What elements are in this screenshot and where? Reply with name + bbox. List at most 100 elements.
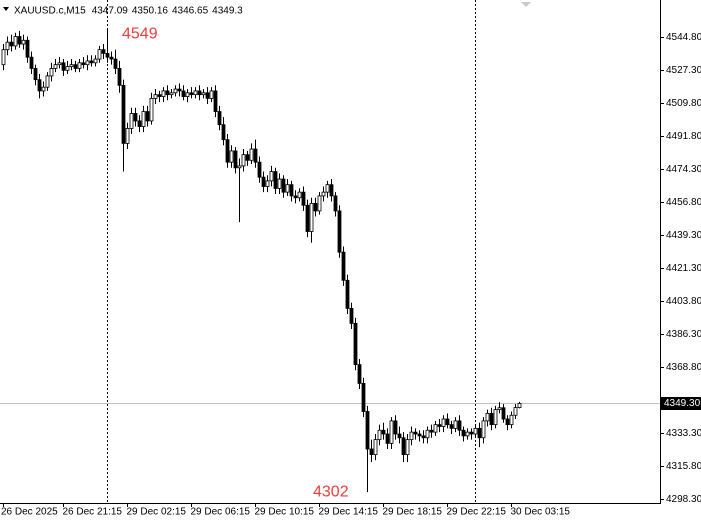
candle-body <box>261 176 266 187</box>
candle-body <box>249 148 254 161</box>
candle-body <box>141 111 146 127</box>
candle-body <box>37 79 42 92</box>
candle-body <box>285 184 290 193</box>
candle-body <box>145 111 150 122</box>
candle-body <box>457 420 462 431</box>
candle-body <box>109 56 114 60</box>
y-tick-label: 4544.80 <box>666 32 701 43</box>
candle-body <box>353 322 358 366</box>
header: XAUUSD.c,M15 4347.09 4350.16 4346.65 4349.3 <box>14 6 243 17</box>
y-tick-label: 4333.30 <box>666 428 701 439</box>
candle-body <box>437 424 442 427</box>
candle-body <box>177 88 182 92</box>
candle-body <box>341 251 346 281</box>
candle-body <box>265 180 270 187</box>
candle-body <box>369 448 374 456</box>
candle-body <box>81 62 86 66</box>
candle-body <box>57 62 62 66</box>
y-tick-label: 4403.80 <box>666 296 701 307</box>
candle-body <box>41 86 46 92</box>
candle-body <box>297 191 302 199</box>
candle-body <box>485 412 490 422</box>
candle-body <box>441 418 446 427</box>
candle-body <box>253 148 258 163</box>
y-tick-label: 4421.30 <box>666 263 701 274</box>
candle-body <box>45 75 50 88</box>
menu-arrow[interactable] <box>3 7 9 11</box>
candle-body <box>509 414 514 426</box>
candle-body <box>161 90 166 97</box>
candle-body <box>273 171 278 189</box>
candle-body <box>53 64 58 69</box>
candle-body <box>401 437 406 456</box>
candle-body <box>105 53 110 58</box>
candle-body <box>497 407 502 411</box>
candle-body <box>289 184 294 197</box>
x-tick-label: 29 Dec 18:15 <box>383 507 443 518</box>
candle-body <box>489 412 494 426</box>
candle-body <box>125 128 130 144</box>
candle-body <box>101 49 106 54</box>
candle-body <box>317 195 322 212</box>
candle-body <box>173 88 178 94</box>
y-tick-label: 4298.30 <box>666 494 701 505</box>
candle-body <box>505 418 510 426</box>
shift-marker[interactable] <box>521 2 531 7</box>
candle-body <box>121 84 126 144</box>
candle-body <box>133 113 138 122</box>
candle-body <box>501 407 506 420</box>
candle-body <box>153 94 158 99</box>
candle-body <box>237 165 242 169</box>
candle-body <box>165 90 170 96</box>
x-tick-label: 29 Dec 10:15 <box>255 507 315 518</box>
candle-body <box>97 49 102 60</box>
candle-body <box>9 41 14 47</box>
candle-body <box>201 92 206 96</box>
candle-body <box>89 60 94 64</box>
candle-body <box>29 56 34 69</box>
y-tick-label: 4509.80 <box>666 98 701 109</box>
candle-body <box>257 161 262 178</box>
x-tick-label: 29 Dec 06:15 <box>191 507 251 518</box>
candle-body <box>13 36 18 47</box>
candle-body <box>473 427 478 435</box>
x-tick-label: 30 Dec 03:15 <box>511 507 571 518</box>
candle-body <box>461 429 466 437</box>
candle-body <box>305 204 310 232</box>
candle-body <box>373 439 378 456</box>
candle-body <box>49 68 54 77</box>
candle-body <box>377 429 382 441</box>
candle-body <box>357 364 362 384</box>
candle-body <box>281 178 286 193</box>
candle-body <box>61 62 66 71</box>
candle-body <box>113 58 118 69</box>
candle-body <box>421 435 426 439</box>
candle-body <box>493 409 498 426</box>
candle-body <box>1 49 6 66</box>
candle-body <box>197 90 202 96</box>
x-tick-label: 29 Dec 02:15 <box>127 507 187 518</box>
candle-body <box>129 113 134 129</box>
header-close: 4349.3 <box>212 6 243 17</box>
candle-body <box>205 92 210 99</box>
candle-body <box>313 203 318 212</box>
candle-body <box>333 195 338 212</box>
candle-body <box>193 90 198 96</box>
candle-body <box>417 433 422 437</box>
candle-body <box>269 171 274 182</box>
y-tick-label: 4527.30 <box>666 65 701 76</box>
candle-body <box>469 431 474 435</box>
bid-label-bg <box>661 397 701 410</box>
candle-body <box>241 154 246 167</box>
x-tick-label: 29 Dec 22:15 <box>447 507 507 518</box>
candle-body <box>169 92 174 96</box>
y-tick-label: 4456.80 <box>666 197 701 208</box>
candle-body <box>149 98 154 122</box>
candle-body <box>425 429 430 439</box>
candle-body <box>465 431 470 437</box>
candle-body <box>157 94 162 97</box>
candle-body <box>69 64 74 67</box>
candle-body <box>85 60 90 66</box>
candle-body <box>453 420 458 429</box>
